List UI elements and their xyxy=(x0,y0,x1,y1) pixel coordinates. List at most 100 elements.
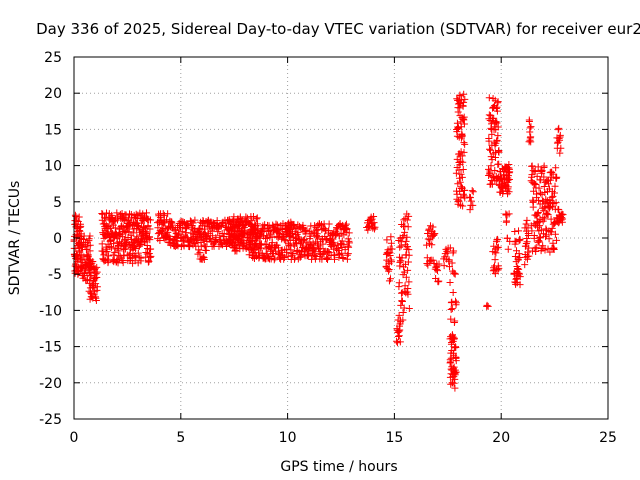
data-point xyxy=(452,368,460,376)
data-point xyxy=(454,108,462,116)
data-point xyxy=(503,175,511,183)
data-point xyxy=(398,298,406,306)
data-point xyxy=(285,241,293,249)
data-point xyxy=(243,214,251,222)
data-point xyxy=(268,239,276,247)
data-point xyxy=(545,235,553,243)
data-point xyxy=(137,254,145,262)
data-point xyxy=(396,258,404,266)
data-point xyxy=(455,166,463,174)
data-point xyxy=(387,275,394,283)
data-point xyxy=(404,223,412,231)
y-tick-label: 5 xyxy=(53,195,62,211)
data-point xyxy=(554,138,562,146)
data-point xyxy=(228,236,236,244)
data-point xyxy=(405,304,413,312)
data-point xyxy=(542,233,550,241)
data-point xyxy=(107,244,115,252)
data-point xyxy=(549,170,557,178)
data-point xyxy=(448,298,456,306)
data-point xyxy=(528,227,536,235)
data-point xyxy=(458,152,466,160)
data-point xyxy=(493,107,501,115)
data-point xyxy=(516,281,524,289)
data-point xyxy=(338,237,346,245)
data-point xyxy=(460,113,468,121)
data-point xyxy=(556,149,564,157)
data-point xyxy=(289,229,297,237)
data-point xyxy=(534,209,542,217)
data-point xyxy=(252,239,260,247)
data-point xyxy=(260,226,268,234)
x-tick-label: 20 xyxy=(492,430,510,446)
data-point xyxy=(299,221,307,229)
data-point xyxy=(247,237,255,245)
data-point xyxy=(236,245,244,253)
data-point xyxy=(345,239,353,247)
data-point xyxy=(527,123,535,131)
data-point xyxy=(399,309,407,317)
data-point xyxy=(196,249,204,257)
data-point xyxy=(142,249,150,257)
data-point xyxy=(164,228,172,236)
data-point xyxy=(257,244,265,252)
data-point xyxy=(310,244,318,252)
y-tick-label: -15 xyxy=(39,340,62,356)
data-point xyxy=(448,259,456,267)
data-point xyxy=(486,167,494,175)
data-point xyxy=(275,229,283,237)
data-point xyxy=(557,144,565,152)
data-point xyxy=(400,232,408,240)
data-point xyxy=(383,236,391,244)
data-point xyxy=(540,173,548,181)
data-point xyxy=(541,246,549,254)
data-point xyxy=(252,215,260,223)
data-point xyxy=(491,167,499,175)
y-tick-label: 10 xyxy=(44,159,62,175)
data-point xyxy=(315,245,323,253)
data-point xyxy=(405,212,413,220)
data-point xyxy=(405,251,413,259)
data-point xyxy=(493,244,501,252)
data-point xyxy=(446,278,454,286)
data-point xyxy=(160,211,168,219)
data-point xyxy=(395,311,403,319)
data-point xyxy=(554,126,562,134)
data-point xyxy=(130,243,138,251)
data-point xyxy=(494,235,502,243)
data-point xyxy=(289,249,297,257)
data-point xyxy=(82,265,90,273)
data-point xyxy=(345,229,353,237)
data-point xyxy=(174,242,182,250)
data-point xyxy=(525,252,533,260)
data-point xyxy=(78,264,86,272)
data-point xyxy=(400,304,408,312)
data-point xyxy=(325,249,333,257)
data-point xyxy=(446,244,454,252)
data-point xyxy=(542,195,550,203)
data-point xyxy=(505,165,513,173)
data-point xyxy=(280,255,288,263)
data-point xyxy=(92,296,100,304)
data-point xyxy=(147,245,155,253)
data-point xyxy=(325,227,333,235)
data-point xyxy=(164,210,172,218)
data-point xyxy=(550,245,558,253)
data-point xyxy=(491,270,499,278)
data-point xyxy=(424,235,432,243)
data-point xyxy=(340,240,348,248)
data-point xyxy=(447,358,455,366)
data-point xyxy=(98,210,106,218)
data-point xyxy=(460,120,468,128)
data-point xyxy=(551,230,559,238)
data-point xyxy=(324,248,332,256)
data-point xyxy=(469,201,477,209)
y-tick-label: -20 xyxy=(39,376,62,392)
data-point xyxy=(550,189,558,197)
data-point xyxy=(332,245,340,253)
data-point xyxy=(426,236,434,244)
data-points xyxy=(70,90,567,392)
data-point xyxy=(259,228,267,236)
data-point xyxy=(458,173,466,181)
data-point xyxy=(134,249,142,257)
